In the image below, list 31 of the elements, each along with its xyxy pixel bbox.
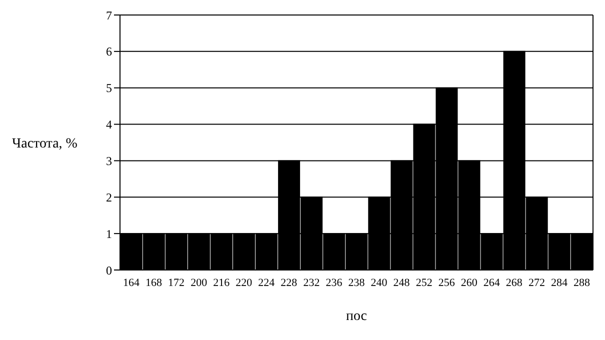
- x-tick-label: 228: [280, 276, 298, 289]
- x-tick-label: 288: [573, 276, 590, 289]
- x-tick-label: 216: [213, 276, 230, 289]
- x-tick-label: 164: [123, 276, 140, 289]
- x-tick-label: 252: [416, 276, 432, 289]
- y-axis-title: Частота, %: [12, 136, 78, 152]
- x-tick-label: 172: [168, 276, 185, 289]
- x-tick-label: 224: [258, 276, 276, 289]
- x-tick-label: 248: [393, 276, 410, 289]
- x-tick-label: 232: [303, 276, 320, 289]
- x-tick-label: 168: [146, 276, 163, 289]
- y-tick-label: 2: [106, 190, 112, 204]
- x-axis-title: пос: [346, 309, 368, 324]
- x-tick-label: 256: [438, 276, 456, 289]
- x-tick-label: 272: [528, 276, 545, 289]
- x-tick-label: 268: [506, 276, 523, 289]
- y-tick-label: 7: [106, 8, 112, 22]
- y-tick-label: 3: [106, 154, 112, 168]
- x-tick-label: 238: [348, 276, 366, 289]
- x-tick-label: 236: [326, 276, 343, 289]
- x-tick-label: 284: [550, 276, 568, 289]
- x-tick-label: 260: [460, 276, 478, 289]
- x-tick-label: 220: [236, 276, 253, 289]
- y-tick-label: 0: [106, 263, 112, 278]
- y-tick-label: 4: [106, 118, 112, 132]
- x-tick-label: 200: [190, 276, 208, 289]
- y-tick-label: 5: [106, 81, 112, 96]
- y-tick-label: 1: [106, 226, 112, 241]
- x-tick-label: 264: [483, 276, 500, 289]
- y-tick-label: 6: [106, 44, 112, 59]
- x-tick-label: 240: [370, 276, 388, 289]
